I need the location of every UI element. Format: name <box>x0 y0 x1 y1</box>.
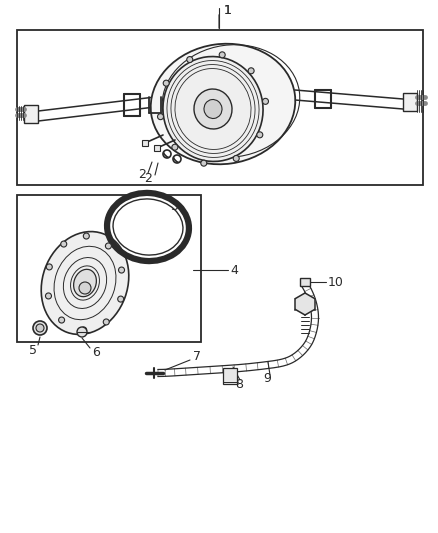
Bar <box>154 145 160 151</box>
Circle shape <box>257 132 263 138</box>
Text: 1: 1 <box>224 4 232 17</box>
Ellipse shape <box>163 56 263 161</box>
Circle shape <box>33 321 47 335</box>
Bar <box>24 105 38 123</box>
Circle shape <box>106 243 111 249</box>
Circle shape <box>61 241 67 247</box>
Circle shape <box>81 327 87 333</box>
Text: 9: 9 <box>263 372 271 384</box>
Polygon shape <box>296 293 314 315</box>
Text: 4: 4 <box>230 263 238 277</box>
Ellipse shape <box>113 199 183 255</box>
Circle shape <box>79 282 91 294</box>
Bar <box>300 278 310 286</box>
Circle shape <box>262 99 268 104</box>
Bar <box>17 195 201 342</box>
Bar <box>142 140 148 146</box>
Circle shape <box>248 68 254 74</box>
Text: 8: 8 <box>235 377 243 391</box>
Circle shape <box>103 319 109 325</box>
Bar <box>403 93 417 111</box>
Circle shape <box>233 156 239 161</box>
Circle shape <box>46 293 52 299</box>
Ellipse shape <box>151 44 295 164</box>
Text: 3: 3 <box>170 199 178 213</box>
Text: 7: 7 <box>193 351 201 364</box>
Ellipse shape <box>74 269 96 297</box>
Circle shape <box>83 233 89 239</box>
Circle shape <box>187 56 193 62</box>
Ellipse shape <box>194 89 232 129</box>
Text: 2: 2 <box>138 168 146 182</box>
Circle shape <box>219 52 225 58</box>
Circle shape <box>59 317 64 323</box>
Text: 5: 5 <box>29 343 37 357</box>
Text: 6: 6 <box>92 345 100 359</box>
Circle shape <box>118 296 124 302</box>
Circle shape <box>46 264 52 270</box>
Circle shape <box>119 267 124 273</box>
Ellipse shape <box>204 100 222 118</box>
Circle shape <box>77 327 87 337</box>
Circle shape <box>201 160 207 166</box>
Text: 10: 10 <box>328 276 344 288</box>
Ellipse shape <box>41 231 129 334</box>
Bar <box>17 30 423 185</box>
Circle shape <box>36 324 44 332</box>
Circle shape <box>158 114 163 119</box>
Text: 2: 2 <box>144 172 152 184</box>
Circle shape <box>163 80 169 86</box>
Text: 1: 1 <box>224 4 232 17</box>
Bar <box>223 368 237 384</box>
Circle shape <box>172 144 178 150</box>
